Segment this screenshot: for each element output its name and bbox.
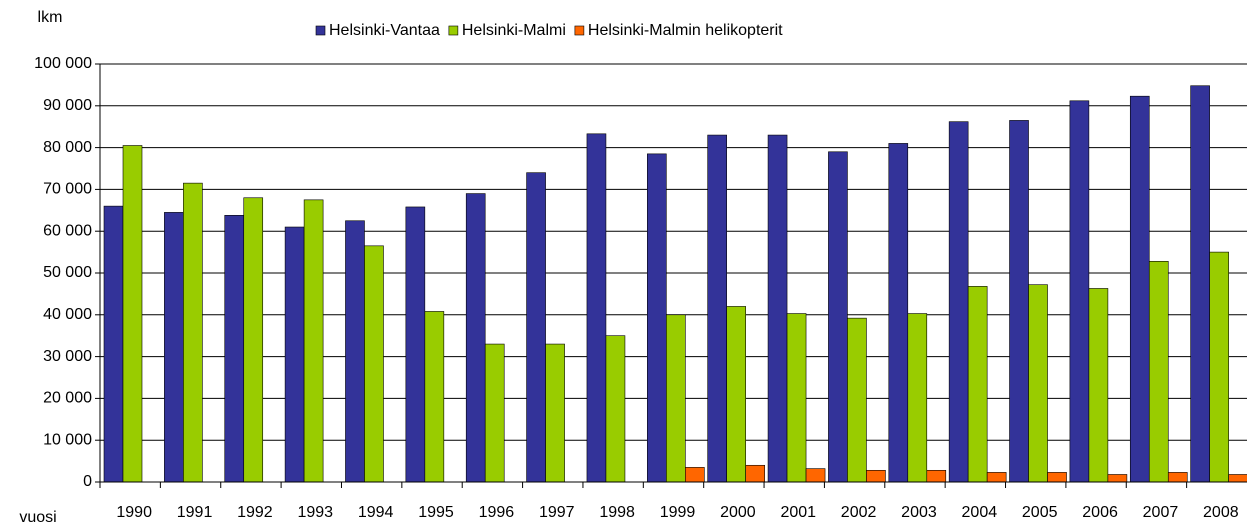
x-tick-label: 1998 [599,504,635,521]
bar [164,212,184,483]
x-tick-label: 2001 [780,504,816,521]
y-tick-label: 80 000 [43,139,92,156]
bar [647,153,667,483]
bar [888,143,909,483]
bar [1107,474,1128,483]
bar [866,469,886,483]
bar [1167,472,1188,483]
bar [907,313,928,483]
bar [545,343,565,483]
y-tick-label: 20 000 [43,390,92,407]
y-tick-label: 40 000 [43,306,92,323]
bar [465,193,486,483]
y-axis-label: lkm [38,9,63,26]
bar [103,205,124,483]
bar [303,199,324,483]
x-tick-label: 2007 [1143,504,1179,521]
y-tick-label: 70 000 [43,181,92,198]
bar [828,151,848,483]
x-tick-label: 1995 [418,504,454,521]
x-tick-label: 1996 [479,504,515,521]
x-tick-label: 2005 [1022,504,1058,521]
x-axis-label: vuosi [19,509,56,523]
bar [586,133,607,483]
bar [707,134,727,483]
x-tick-label: 2003 [901,504,937,521]
bar [767,134,788,483]
bar [1228,474,1247,483]
bar [1209,251,1229,483]
bar [926,469,947,483]
bar [224,215,245,483]
bar [122,145,143,483]
bar [948,121,969,483]
y-tick-label: 60 000 [43,222,92,239]
bar [364,245,384,483]
x-tick-label: 2000 [720,504,756,521]
bar [345,220,365,483]
legend-label: Helsinki-Malmi [462,22,566,39]
bar [484,343,505,483]
bar [967,286,988,483]
bar [745,464,765,483]
x-tick-label: 1993 [297,504,333,521]
bar [1088,288,1109,483]
x-tick-label: 1999 [660,504,696,521]
y-tick-label: 30 000 [43,348,92,365]
bar [1047,472,1067,483]
legend-swatch [315,25,326,36]
x-tick-label: 2004 [962,504,998,521]
bar [1069,100,1090,483]
bar [685,467,705,483]
legend-swatch [574,25,585,36]
bar [243,197,264,483]
bar [805,468,826,483]
y-tick-label: 50 000 [43,264,92,281]
legend-swatch [448,25,459,36]
y-tick-label: 0 [83,473,92,490]
bar [1190,85,1210,483]
bar [405,206,426,483]
x-tick-label: 2008 [1203,504,1239,521]
bar [786,313,807,483]
bar [1028,284,1048,483]
y-tick-label: 10 000 [43,431,92,448]
bar [726,306,746,483]
bar [183,182,203,483]
x-tick-label: 1990 [116,504,152,521]
bar [284,226,305,483]
x-tick-label: 1991 [177,504,213,521]
legend-label: Helsinki-Vantaa [329,22,440,39]
y-tick-label: 100 000 [34,55,92,72]
bar [666,314,686,483]
bar [847,317,867,483]
x-tick-label: 1992 [237,504,273,521]
bar [526,172,546,483]
bar [986,472,1007,483]
bar [424,311,445,483]
x-tick-label: 2002 [841,504,877,521]
bar [1148,260,1169,483]
x-tick-label: 2006 [1082,504,1118,521]
bar [1009,120,1029,483]
bar [605,335,626,483]
legend-label: Helsinki-Malmin helikopterit [588,22,783,39]
x-tick-label: 1997 [539,504,575,521]
x-tick-label: 1994 [358,504,394,521]
y-tick-label: 90 000 [43,97,92,114]
bar [1129,95,1150,483]
